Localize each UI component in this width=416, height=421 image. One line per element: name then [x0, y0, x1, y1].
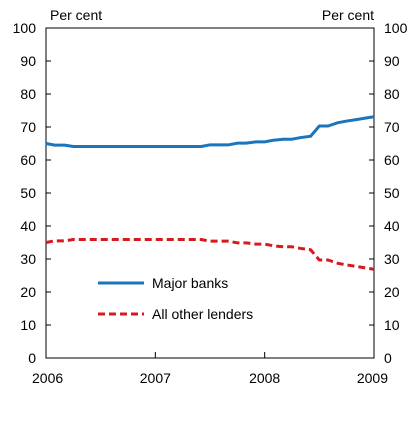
legend-label: Major banks — [152, 275, 228, 291]
y-tick-label-left: 30 — [20, 251, 36, 267]
y-tick-label-left: 100 — [13, 20, 37, 36]
series-line-all-other-lenders — [45, 238, 375, 271]
y-tick-label-left: 60 — [20, 152, 36, 168]
y-tick-label-left: 20 — [20, 284, 36, 300]
right-unit-label: Per cent — [322, 7, 374, 23]
y-tick-label-right: 10 — [384, 317, 400, 333]
y-tick-label-right: 0 — [384, 350, 392, 366]
left-unit-label: Per cent — [50, 7, 102, 23]
y-tick-label-right: 30 — [384, 251, 400, 267]
series-layer — [45, 115, 375, 271]
legend-label: All other lenders — [152, 306, 253, 322]
y-tick-label-left: 40 — [20, 218, 36, 234]
y-tick-label-left: 70 — [20, 119, 36, 135]
y-tick-label-right: 20 — [384, 284, 400, 300]
y-tick-label-right: 80 — [384, 86, 400, 102]
x-tick-label: 2007 — [140, 370, 171, 386]
y-tick-label-left: 0 — [28, 350, 36, 366]
y-tick-label-right: 60 — [384, 152, 400, 168]
unit-labels: Per cent Per cent — [50, 7, 374, 23]
y-tick-label-left: 90 — [20, 53, 36, 69]
y-tick-label-left: 10 — [20, 317, 36, 333]
y-tick-label-right: 40 — [384, 218, 400, 234]
y-tick-label-right: 90 — [384, 53, 400, 69]
x-tick-label: 2008 — [249, 370, 280, 386]
y-tick-label-right: 70 — [384, 119, 400, 135]
y-tick-label-right: 50 — [384, 185, 400, 201]
y-tick-label-left: 50 — [20, 185, 36, 201]
series-line-major-banks — [45, 115, 375, 148]
y-tick-label-right: 100 — [384, 20, 408, 36]
tick-layer: 0 0 10 10 20 20 30 30 40 40 50 50 60 60 70 70 80 80 90 90 10… — [13, 20, 408, 386]
x-tick-label: 2006 — [32, 370, 63, 386]
y-tick-label-left: 80 — [20, 86, 36, 102]
legend: Major banks All other lenders — [98, 275, 253, 322]
x-tick-label: 2009 — [357, 370, 388, 386]
